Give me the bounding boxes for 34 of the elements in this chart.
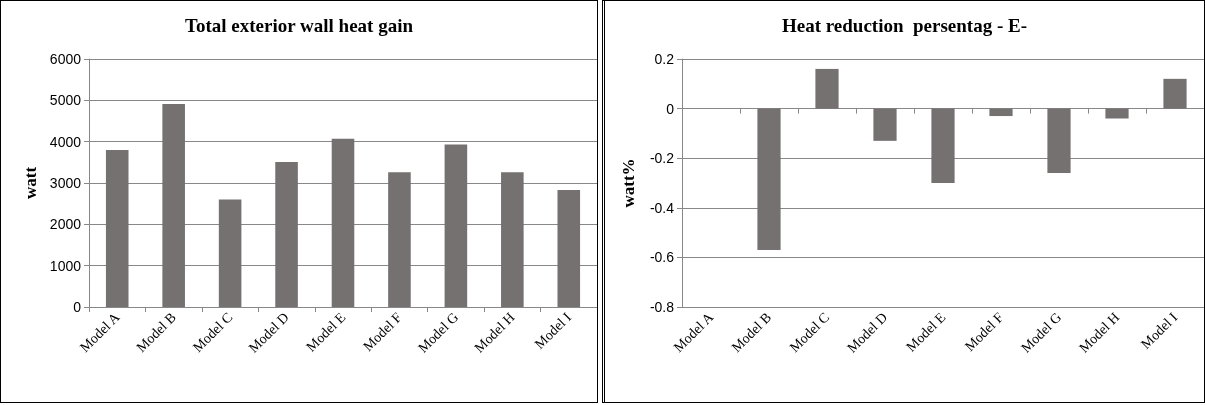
- bar: [989, 108, 1013, 117]
- chart-title: Heat reduction persentag - E-: [781, 15, 1028, 36]
- y-tick-label: -0.8: [649, 299, 675, 315]
- bar: [873, 108, 897, 141]
- y-tick-label: 0: [73, 299, 82, 315]
- y-tick-label: -0.2: [649, 150, 675, 167]
- bar: [931, 108, 955, 183]
- bar: [815, 68, 839, 109]
- bar: [275, 161, 298, 307]
- bar: [162, 104, 185, 307]
- bar: [1105, 108, 1129, 119]
- bar: [388, 172, 411, 307]
- y-tick-label: 3000: [49, 175, 82, 191]
- y-tick-label: -0.6: [649, 249, 675, 266]
- y-tick-label: 0: [666, 100, 675, 117]
- y-tick-label: 6000: [49, 51, 82, 67]
- bar: [1163, 78, 1187, 109]
- y-axis-title: watt: [20, 166, 40, 200]
- bar: [1047, 108, 1071, 174]
- y-tick-label: 4000: [49, 133, 82, 150]
- bar: [757, 108, 781, 250]
- y-tick-label: 0.2: [654, 51, 675, 67]
- chart-title: Total exterior wall heat gain: [185, 15, 414, 36]
- y-axis-title: watt%: [619, 158, 638, 208]
- bar: [501, 172, 524, 307]
- y-tick-label: -0.4: [649, 199, 675, 216]
- y-tick-label: 2000: [49, 216, 82, 233]
- y-tick-label: 1000: [49, 257, 82, 274]
- y-tick-label: 5000: [49, 92, 82, 109]
- bar: [105, 149, 129, 307]
- bar: [331, 138, 355, 307]
- bar: [557, 190, 581, 307]
- bar: [444, 144, 468, 307]
- bar: [218, 199, 242, 307]
